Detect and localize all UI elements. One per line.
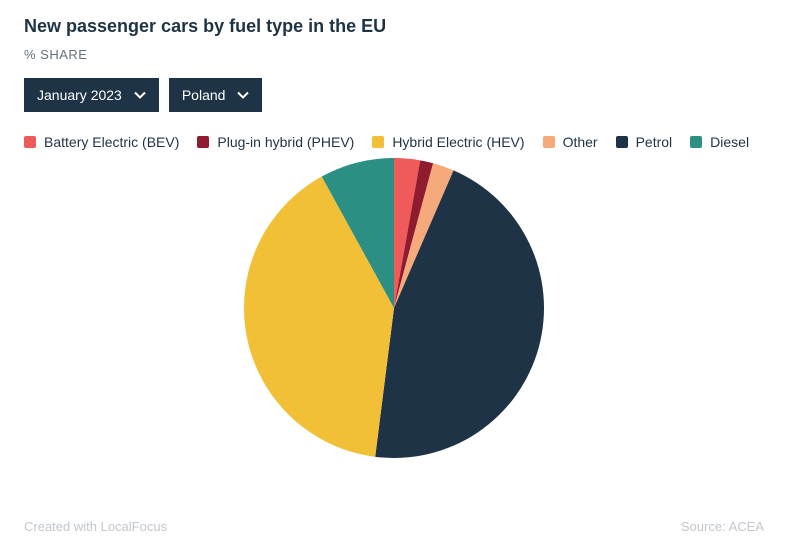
legend-item: Petrol	[616, 134, 673, 150]
subtitle: % SHARE	[24, 47, 764, 62]
legend-item: Diesel	[690, 134, 749, 150]
filter-controls: January 2023 Poland	[24, 78, 764, 112]
period-dropdown[interactable]: January 2023	[24, 78, 159, 112]
pie-chart-area	[24, 158, 764, 458]
chevron-down-icon	[237, 89, 249, 101]
period-dropdown-label: January 2023	[37, 87, 122, 103]
legend-item: Hybrid Electric (HEV)	[372, 134, 524, 150]
legend-swatch	[543, 136, 555, 148]
footer-source: Source: ACEA	[681, 519, 764, 534]
country-dropdown-label: Poland	[182, 87, 226, 103]
chevron-down-icon	[134, 89, 146, 101]
footer-attribution: Created with LocalFocus	[24, 519, 167, 534]
country-dropdown[interactable]: Poland	[169, 78, 263, 112]
legend-label: Battery Electric (BEV)	[44, 134, 179, 150]
legend-swatch	[372, 136, 384, 148]
legend-label: Hybrid Electric (HEV)	[392, 134, 524, 150]
legend-item: Battery Electric (BEV)	[24, 134, 179, 150]
legend-item: Plug-in hybrid (PHEV)	[197, 134, 354, 150]
chart-card: New passenger cars by fuel type in the E…	[0, 0, 788, 544]
legend-label: Diesel	[710, 134, 749, 150]
legend-item: Other	[543, 134, 598, 150]
legend-swatch	[197, 136, 209, 148]
legend-label: Other	[563, 134, 598, 150]
legend-label: Plug-in hybrid (PHEV)	[217, 134, 354, 150]
legend-label: Petrol	[636, 134, 673, 150]
legend-swatch	[616, 136, 628, 148]
page-title: New passenger cars by fuel type in the E…	[24, 16, 764, 37]
footer: Created with LocalFocus Source: ACEA	[24, 519, 764, 534]
legend: Battery Electric (BEV) Plug-in hybrid (PH…	[24, 134, 764, 150]
legend-swatch	[690, 136, 702, 148]
pie-chart	[244, 158, 544, 458]
legend-swatch	[24, 136, 36, 148]
